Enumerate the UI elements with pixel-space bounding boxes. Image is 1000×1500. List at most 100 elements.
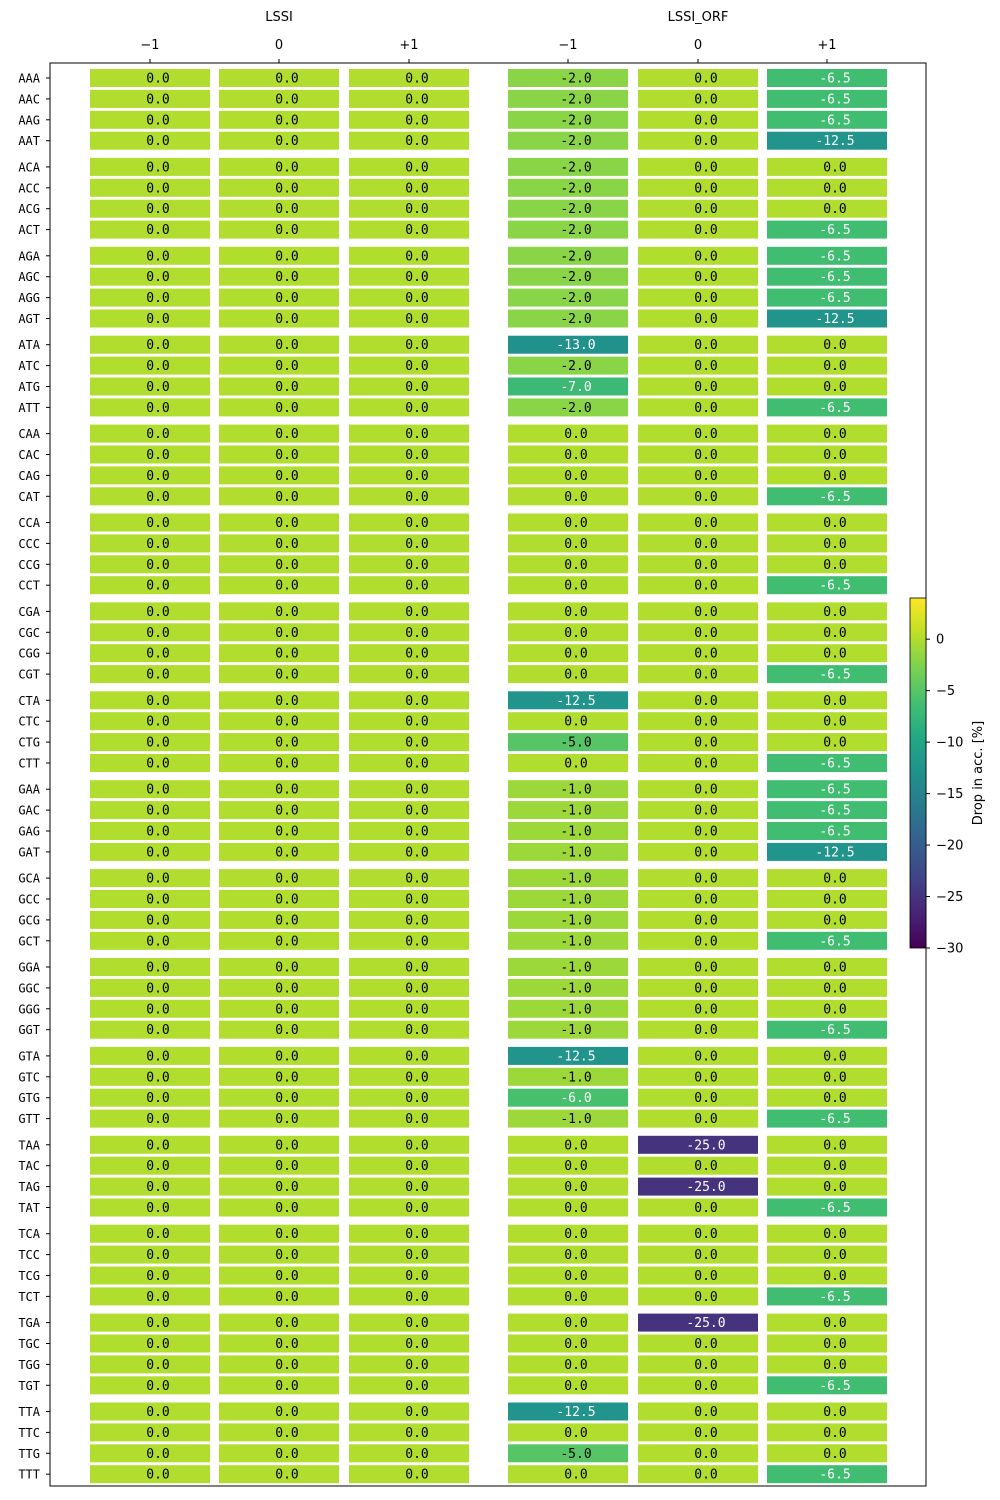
cell-value-label: -6.5 [819,757,850,772]
cell-value-label: -7.0 [560,380,591,395]
cell-value-label: 0.0 [405,134,428,149]
cell-value-label: 0.0 [146,1248,169,1263]
cell-value-label: 0.0 [694,1227,717,1242]
heatmap-cell [349,1334,469,1353]
cell-value-label: 0.0 [275,223,298,238]
row-label: TAG [18,1180,40,1194]
row-label: AAT [18,134,40,148]
heatmap-cell [219,1046,339,1065]
heatmap-cell [90,780,210,799]
cell-value-label: 0.0 [275,1290,298,1305]
cell-value-label: 0.0 [405,380,428,395]
cell-value-label: 0.0 [694,469,717,484]
heatmap-cell [508,958,628,976]
cell-value-label: 0.0 [823,1070,846,1085]
heatmap-cell [767,356,887,375]
cell-value-label: 0.0 [275,1049,298,1064]
heatmap-cell [767,576,887,595]
heatmap-cell [508,220,628,239]
heatmap-cell [219,754,339,772]
heatmap-cell [90,1465,210,1484]
row-label: TTA [18,1405,40,1419]
cell-value-label: -1.0 [560,893,591,908]
heatmap-cell [767,69,887,87]
cell-value-label: 0.0 [564,1227,587,1242]
cell-value-label: 0.0 [823,427,846,442]
heatmap-cell [508,487,628,506]
row-label: TGA [18,1316,40,1330]
cell-value-label: -6.5 [819,223,850,238]
cell-value-label: -1.0 [560,872,591,887]
cell-value-label: -6.5 [819,249,850,264]
heatmap-cell [767,110,887,129]
row-label: GAC [18,804,40,818]
cell-value-label: 0.0 [146,1468,169,1483]
heatmap-cell [90,1402,210,1421]
heatmap-cell [767,513,887,532]
cell-value-label: 0.0 [275,1138,298,1153]
cell-value-label: 0.0 [694,757,717,772]
heatmap-cell [767,1334,887,1353]
cell-value-label: 0.0 [275,558,298,573]
cell-value-label: -6.5 [819,490,850,505]
heatmap-cell [90,246,210,265]
heatmap-cell [90,1245,210,1264]
heatmap-cell [508,1046,628,1065]
cell-value-label: 0.0 [694,893,717,908]
cell-value-label: 0.0 [694,92,717,107]
heatmap-cell [349,267,469,286]
cell-value-label: 0.0 [275,1091,298,1106]
cell-value-label: 0.0 [694,359,717,374]
cell-value-label: 0.0 [823,1426,846,1441]
heatmap-cell [90,1224,210,1243]
heatmap-cell [349,754,469,772]
cell-value-label: 0.0 [564,1290,587,1305]
cell-value-label: -1.0 [560,825,591,840]
heatmap-cell [219,842,339,861]
row-label: CTT [18,757,40,771]
cell-value-label: 0.0 [275,736,298,751]
heatmap-cell [219,602,339,621]
heatmap-cell [349,1224,469,1243]
heatmap-cell [508,1334,628,1353]
cell-value-label: 0.0 [146,270,169,285]
heatmap-cell [90,288,210,307]
cell-value-label: 0.0 [694,736,717,751]
heatmap-cell [219,712,339,731]
heatmap-cell [767,309,887,328]
cell-value-label: 0.0 [275,291,298,306]
cell-value-label: 0.0 [823,1248,846,1263]
cell-value-label: 0.0 [694,715,717,730]
heatmap-cell [638,978,758,997]
heatmap-cell [90,691,210,710]
cell-value-label: 0.0 [405,1138,428,1153]
cell-value-label: 0.0 [405,312,428,327]
heatmap-cell [349,424,469,443]
cell-value-label: 0.0 [405,516,428,531]
heatmap-cell [638,513,758,532]
heatmap-cell [638,110,758,129]
cell-value-label: 0.0 [275,380,298,395]
heatmap-cell [767,1088,887,1107]
heatmap-cell [638,267,758,286]
heatmap-cell [638,220,758,239]
heatmap-cell [767,842,887,861]
cell-value-label: -2.0 [560,223,591,238]
row-label: CAT [18,490,40,504]
cell-value-label: 0.0 [694,626,717,641]
cell-value-label: -6.5 [819,804,850,819]
cell-value-label: 0.0 [275,537,298,552]
heatmap-cell [219,665,339,684]
cell-value-label: 0.0 [146,312,169,327]
cell-value-label: 0.0 [694,1049,717,1064]
row-label: GTG [18,1091,40,1105]
heatmap-cell [767,178,887,197]
heatmap-cell [638,958,758,976]
cell-value-label: 0.0 [146,893,169,908]
heatmap-cell [508,178,628,197]
heatmap-cell [767,644,887,663]
heatmap-cell [219,1156,339,1175]
heatmap-cell [767,1156,887,1175]
heatmap-cell [638,1465,758,1484]
cell-value-label: 0.0 [694,249,717,264]
